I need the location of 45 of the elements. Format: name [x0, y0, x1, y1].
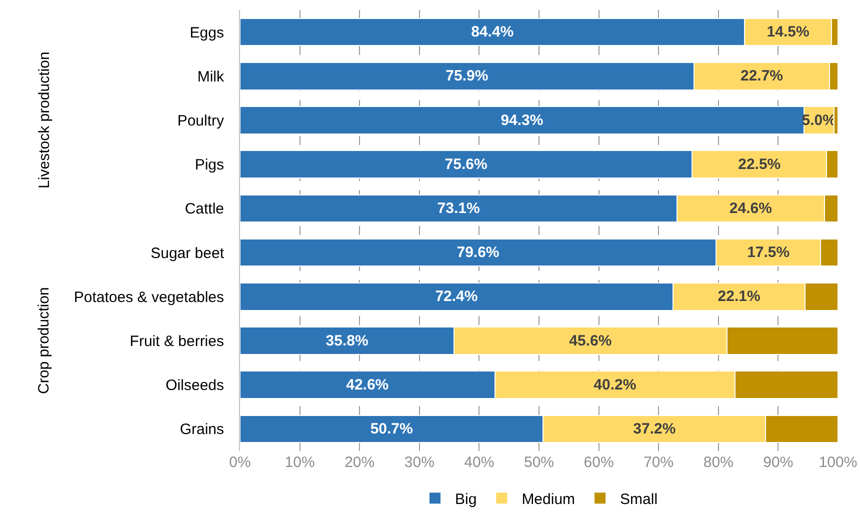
data-label: 22.1% [718, 288, 760, 306]
legend-label: Medium [522, 490, 576, 508]
y-tick-label: Pigs [194, 156, 224, 174]
data-label: 42.6% [346, 376, 389, 394]
data-label: 94.3% [500, 112, 544, 129]
x-tick-label: 0% [229, 454, 251, 471]
data-label: 73.1% [437, 200, 480, 217]
data-label: 79.6% [456, 244, 500, 262]
data-label: 17.5% [747, 244, 790, 262]
data-label: 45.6% [569, 332, 612, 350]
text: Livestock production [36, 52, 53, 188]
y-tick-label: Sugar beet [150, 244, 225, 262]
data-label: 24.6% [729, 200, 772, 217]
y-tick-label: Potatoes & vegetables [74, 288, 224, 306]
data-label: 35.8% [326, 332, 368, 350]
y-tick-label: Oilseeds [166, 377, 224, 394]
y-tick-label: Milk [197, 68, 224, 86]
data-label: 37.2% [633, 420, 676, 438]
data-label: 14.5% [766, 24, 810, 41]
data-label: 22.7% [740, 68, 784, 85]
x-tick-label: 80% [703, 454, 734, 471]
y-tick-label: Cattle [184, 200, 224, 218]
y-tick-label: Poultry [177, 112, 224, 130]
y-tick-label: Eggs [190, 24, 224, 42]
x-tick-label: 70% [644, 454, 674, 471]
legend-label: Small [620, 490, 658, 508]
x-tick-label: 60% [584, 454, 614, 471]
legend-label: Big [455, 490, 477, 508]
x-tick-label: 40% [464, 454, 494, 471]
data-label: 40.2% [594, 376, 636, 394]
x-tick-label: 90% [763, 454, 794, 471]
x-tick-label: 20% [344, 454, 375, 471]
data-label: 84.4% [471, 24, 514, 41]
x-tick-label: 10% [284, 454, 315, 471]
x-tick-label: 100% [818, 454, 858, 471]
data-label: 75.9% [446, 68, 488, 85]
data-label: 75.6% [444, 156, 488, 173]
x-tick-label: 50% [524, 454, 554, 471]
data-label: 50.7% [370, 420, 413, 438]
y-tick-label: Fruit & berries [130, 333, 224, 350]
x-tick-label: 30% [404, 454, 434, 471]
text: Crop production [35, 287, 52, 394]
y-tick-label: Grains [180, 421, 224, 438]
data-label: 72.4% [435, 288, 478, 306]
data-label: 22.5% [738, 156, 781, 173]
